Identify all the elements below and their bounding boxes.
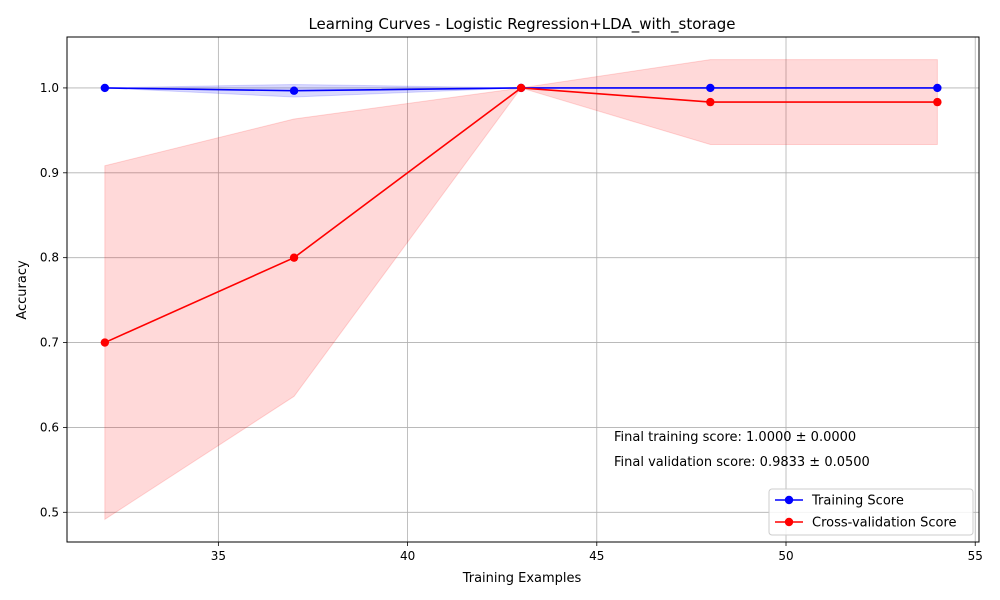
final-training-score-annotation: Final training score: 1.0000 ± 0.0000	[614, 430, 856, 445]
final-validation-score-annotation: Final validation score: 0.9833 ± 0.0500	[614, 455, 870, 470]
x-tick-label: 40	[400, 549, 415, 563]
legend-cross-validation-score-label: Cross-validation Score	[812, 516, 957, 531]
training-score-band	[104, 83, 938, 98]
plot-area: 35 40 45 50 55 0.5 0.6 0.7 0.8 0.9 1.0 Final train…	[40, 36, 983, 563]
y-tick-label: 0.9	[40, 166, 59, 180]
training-score-point	[289, 86, 299, 95]
chart-title: Learning Curves - Logistic Regression+LD…	[308, 15, 735, 34]
legend: Training Score Cross-validation Score	[768, 488, 974, 536]
cross-validation-score-point	[100, 338, 110, 347]
plot-frame	[66, 36, 980, 543]
y-tick-label: 0.6	[40, 420, 59, 434]
x-tick-label: 55	[968, 549, 983, 563]
y-tick-label: 0.7	[40, 336, 59, 350]
x-tick-label: 50	[778, 549, 793, 563]
legend-training-score-label: Training Score	[811, 494, 904, 509]
cross-validation-score-point	[706, 97, 715, 107]
confidence-bands	[104, 59, 938, 521]
series-points	[100, 83, 942, 347]
cross-validation-score-band	[104, 59, 938, 521]
axis-ticks: 35 40 45 50 55 0.5 0.6 0.7 0.8 0.9 1.0	[40, 81, 983, 563]
legend-cross-validation-score-marker	[784, 517, 794, 527]
x-tick-label: 35	[211, 549, 226, 563]
training-score-point	[100, 83, 110, 93]
legend-box	[768, 488, 974, 536]
cross-validation-score-point	[516, 83, 526, 93]
y-tick-label: 1.0	[40, 81, 59, 95]
cross-validation-score-point	[289, 253, 299, 262]
y-axis-label: Accuracy	[15, 260, 30, 320]
y-tick-label: 0.5	[40, 505, 59, 519]
training-score-point	[933, 83, 942, 93]
training-score-point	[706, 83, 715, 93]
x-tick-label: 45	[589, 549, 604, 563]
y-tick-label: 0.8	[40, 251, 59, 265]
x-axis-label: Training Examples	[462, 571, 582, 586]
cross-validation-score-point	[933, 97, 942, 107]
annotations: Final training score: 1.0000 ± 0.0000 Fin…	[614, 430, 870, 470]
legend-training-score-marker	[784, 495, 794, 505]
